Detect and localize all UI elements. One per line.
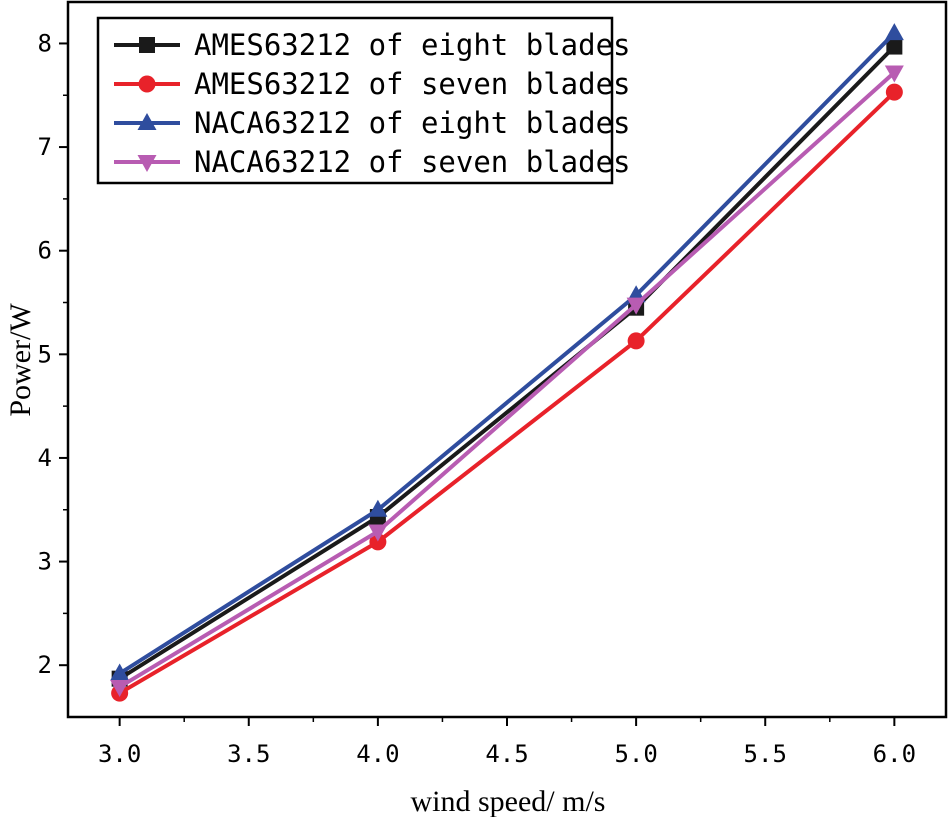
series-line bbox=[118, 45, 896, 681]
series-2 bbox=[111, 83, 903, 702]
data-point bbox=[368, 499, 388, 517]
legend-item: NACA63212 of seven blades bbox=[114, 145, 631, 179]
legend-label: AMES63212 of seven blades bbox=[194, 67, 631, 101]
data-point bbox=[626, 297, 646, 315]
data-point bbox=[110, 679, 130, 697]
x-tick-label: 5.0 bbox=[614, 740, 657, 768]
legend-label: AMES63212 of eight blades bbox=[194, 28, 631, 62]
y-tick-label: 8 bbox=[38, 29, 52, 57]
x-tick-label: 4.5 bbox=[485, 740, 528, 768]
legend-marker bbox=[139, 37, 155, 53]
legend-label: NACA63212 of eight blades bbox=[194, 106, 631, 140]
series-line bbox=[118, 70, 896, 689]
axis-ticks: 3.0 3.5 4.0 4.5 5.0 5.5 6.0 2 3 4 5 6 7 8 bbox=[38, 29, 916, 768]
legend-box bbox=[96, 16, 614, 185]
legend-marker bbox=[138, 75, 156, 93]
series-line bbox=[118, 31, 896, 676]
x-tick-label: 3.5 bbox=[227, 740, 270, 768]
data-point bbox=[884, 23, 904, 41]
y-tick-label: 7 bbox=[38, 133, 52, 161]
legend-marker bbox=[137, 155, 157, 172]
legend: AMES63212 of eight blades AMES63212 of se… bbox=[96, 16, 631, 185]
data-point bbox=[885, 83, 903, 101]
legend-marker bbox=[137, 113, 157, 130]
data-point bbox=[884, 65, 904, 83]
data-point bbox=[368, 524, 388, 542]
y-tick-label: 4 bbox=[38, 444, 52, 472]
x-tick-label: 5.5 bbox=[744, 740, 787, 768]
data-point bbox=[886, 38, 903, 55]
data-point bbox=[369, 533, 387, 551]
legend-item: AMES63212 of seven blades bbox=[114, 67, 631, 101]
legend-item: NACA63212 of eight blades bbox=[114, 106, 631, 140]
legend-item: AMES63212 of eight blades bbox=[114, 28, 631, 62]
x-tick-label: 3.0 bbox=[98, 740, 141, 768]
data-point bbox=[110, 663, 130, 681]
legend-label: NACA63212 of seven blades bbox=[194, 145, 631, 179]
y-axis-title: Power/W bbox=[4, 303, 37, 417]
y-tick-label: 6 bbox=[38, 237, 52, 265]
x-axis-title: wind speed/ m/s bbox=[411, 785, 606, 817]
series-line bbox=[118, 90, 896, 695]
series-4 bbox=[110, 65, 904, 697]
x-tick-label: 6.0 bbox=[873, 740, 916, 768]
y-tick-label: 2 bbox=[38, 651, 52, 679]
y-tick-label: 5 bbox=[38, 340, 52, 368]
data-point bbox=[627, 332, 645, 350]
series-layer bbox=[110, 23, 904, 702]
x-tick-label: 4.0 bbox=[356, 740, 399, 768]
y-tick-label: 3 bbox=[38, 548, 52, 576]
